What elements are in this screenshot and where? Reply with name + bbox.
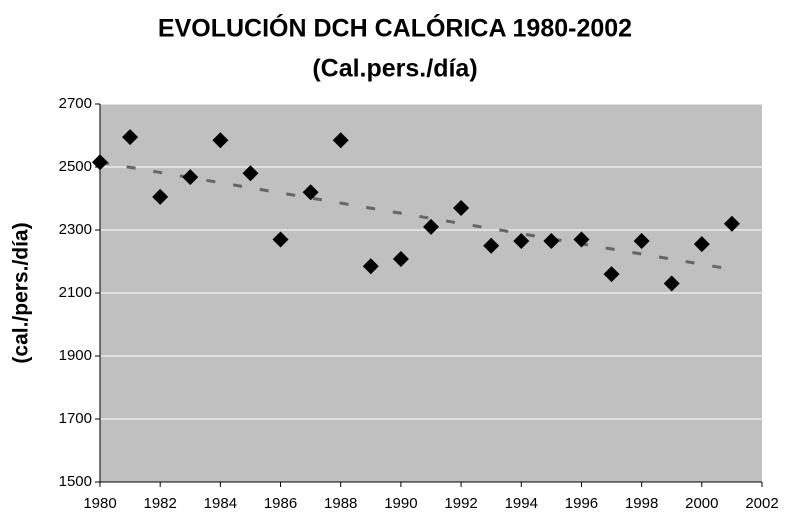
data-point <box>573 231 590 248</box>
y-tick-label: 2300 <box>59 221 92 238</box>
x-tick-label: 1990 <box>384 495 417 512</box>
data-point <box>332 132 349 149</box>
x-tick-label: 1994 <box>505 495 538 512</box>
x-tick-label: 1984 <box>204 495 237 512</box>
x-tick-label: 1992 <box>444 495 477 512</box>
data-point <box>302 184 319 201</box>
data-point <box>122 129 139 146</box>
data-point <box>663 275 680 292</box>
y-tick-label: 1700 <box>59 410 92 427</box>
x-tick-label: 2000 <box>685 495 718 512</box>
y-tick-label: 1900 <box>59 347 92 364</box>
data-point <box>603 266 620 283</box>
data-point <box>212 132 229 149</box>
data-point <box>633 233 650 250</box>
y-tick-label: 2700 <box>59 95 92 112</box>
data-point <box>242 165 259 182</box>
x-tick-label: 1986 <box>264 495 297 512</box>
x-tick-label: 1988 <box>324 495 357 512</box>
chart-subtitle: (Cal.pers./día) <box>312 55 477 83</box>
data-point <box>453 199 470 216</box>
y-axis-label: (cal./pers./día) <box>10 222 33 363</box>
x-tick-label: 1996 <box>565 495 598 512</box>
data-point <box>513 233 530 250</box>
y-tick-label: 2500 <box>59 158 92 175</box>
x-tick-label: 1998 <box>625 495 658 512</box>
data-point <box>693 236 710 253</box>
data-point <box>152 188 169 205</box>
data-point <box>92 154 108 171</box>
data-point <box>543 233 560 250</box>
data-point <box>272 231 289 248</box>
x-tick-label: 1982 <box>143 495 176 512</box>
data-point <box>423 218 439 235</box>
data-point <box>723 215 740 232</box>
data-point <box>182 169 199 186</box>
y-tick-label: 1500 <box>59 473 92 490</box>
x-tick-label: 2002 <box>745 495 778 512</box>
data-point <box>392 250 409 267</box>
data-point <box>483 237 500 254</box>
x-tick-label: 1980 <box>83 495 116 512</box>
y-tick-label: 2100 <box>59 284 92 301</box>
data-point <box>362 258 379 275</box>
chart-title: EVOLUCIÓN DCH CALÓRICA 1980-2002 <box>158 13 632 43</box>
